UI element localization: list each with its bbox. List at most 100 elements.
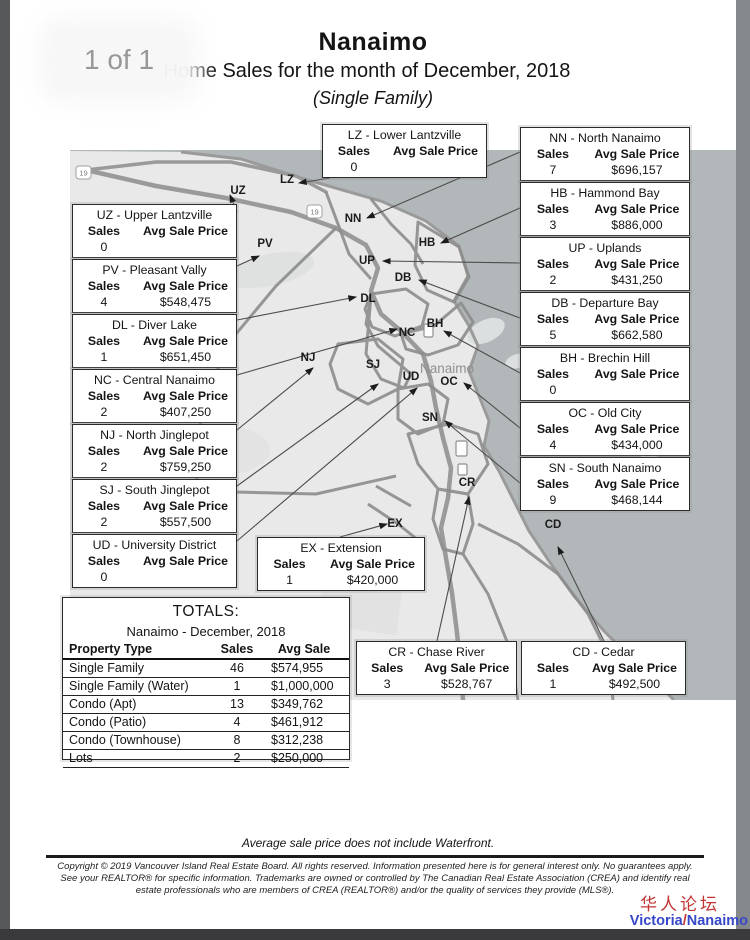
avg-price-header: Avg Sale Price: [594, 147, 680, 161]
sales-value: 2: [549, 273, 557, 287]
region-box-headers: Sales Avg Sale Price: [73, 498, 236, 514]
map-region-label-dl: DL: [360, 293, 375, 305]
region-box-title: UZ - Upper Lantzville: [96, 208, 213, 222]
avg-price-header: Avg Sale Price: [142, 279, 228, 293]
region-box-headers: Sales Avg Sale Price: [521, 201, 689, 217]
map-region-label-lz: LZ: [280, 174, 294, 186]
totals-subtitle: Nanaimo - December, 2018: [126, 624, 286, 639]
watermark-victoria: Victoria: [629, 913, 683, 929]
bottom-edge: [0, 929, 750, 940]
sales-count: 1: [233, 679, 241, 693]
region-box-headers: Sales Avg Sale Price: [521, 256, 689, 272]
sales-header: Sales: [87, 499, 121, 513]
avg-price-value: $492,500: [608, 677, 661, 691]
sales-value: 0: [350, 160, 358, 174]
region-box-headers: Sales Avg Sale Price: [522, 660, 685, 676]
avg-price-value: $431,250: [611, 273, 663, 287]
avg-price-value: $696,157: [611, 163, 663, 177]
map-region-label-pv: PV: [257, 238, 273, 250]
sales-value: 0: [100, 570, 108, 584]
sales-value: 0: [100, 240, 108, 254]
sales-header: Sales: [536, 202, 569, 216]
col-sales: Sales: [220, 642, 254, 656]
map-region-label-db: DB: [395, 272, 412, 284]
totals-row: Lots 2 $250,000: [63, 750, 349, 768]
region-box-ex: EX - Extension Sales Avg Sale Price 1 $420,0…: [257, 537, 425, 591]
avg-price-header: Avg Sale Price: [142, 499, 228, 513]
region-box-values: 5 $662,580: [521, 327, 689, 343]
region-box-bh: BH - Brechin Hill Sales Avg Sale Price 0: [520, 347, 690, 401]
map-region-label-ex: EX: [387, 518, 403, 530]
avg-price-value: $434,000: [611, 438, 663, 452]
avg-price-value: [585, 382, 689, 398]
region-box-headers: Sales Avg Sale Price: [73, 278, 236, 294]
avg-price-value: $407,250: [159, 405, 212, 419]
totals-row: Single Family (Water) 1 $1,000,000: [63, 678, 349, 696]
map-city-label: Nanaimo: [420, 361, 474, 376]
copyright-line: estate professionals who are members of …: [135, 885, 615, 896]
avg-price-header: Avg Sale Price: [330, 557, 416, 571]
avg-price-header: Avg Sale Price: [142, 554, 228, 568]
watermark-chinese: 华人论坛: [640, 895, 720, 914]
region-box-cr: CR - Chase River Sales Avg Sale Price 3 $528…: [356, 641, 517, 695]
region-box-title: NN - North Nanaimo: [549, 131, 661, 145]
map-region-label-cd: CD: [545, 519, 562, 531]
sales-count: 46: [230, 661, 244, 675]
sales-header: Sales: [536, 257, 569, 271]
region-box-uz: UZ - Upper Lantzville Sales Avg Sale Price…: [72, 204, 237, 258]
avg-price-header: Avg Sale Price: [594, 257, 680, 271]
region-box-values: 3 $886,000: [521, 217, 689, 233]
avg-price-value: $759,250: [159, 460, 212, 474]
region-box-values: 0: [323, 159, 486, 175]
sales-value: 7: [549, 163, 557, 177]
region-box-values: 1 $420,000: [258, 572, 424, 588]
avg-price-value: $528,767: [441, 677, 493, 691]
region-box-values: 1 $651,450: [73, 349, 236, 365]
watermark-site: Victoria/Nanaimo: [630, 913, 748, 930]
watermark-nanaimo: Nanaimo: [686, 913, 748, 929]
region-box-title: DL - Diver Lake: [112, 318, 197, 332]
region-box-sn: SN - South Nanaimo Sales Avg Sale Price 9 $4…: [520, 457, 690, 511]
totals-header-row: Property Type Sales Avg Sale: [63, 641, 349, 660]
sales-header: Sales: [337, 144, 371, 158]
sales-value: 4: [549, 438, 557, 452]
region-box-values: 0: [73, 569, 236, 585]
avg-price-header: Avg Sale Price: [594, 312, 680, 326]
page-subtitle: Home Sales for the month of December, 20…: [163, 60, 571, 82]
map-region-label-oc: OC: [440, 376, 457, 388]
sales-header: Sales: [87, 389, 121, 403]
property-type: Condo (Patio): [69, 715, 147, 729]
highway-shield: 19: [75, 165, 92, 180]
region-box-title: SN - South Nanaimo: [548, 461, 662, 475]
left-edge: [0, 0, 10, 940]
map-region-label-sn: SN: [422, 412, 438, 424]
sales-header: Sales: [536, 477, 569, 491]
sales-header: Sales: [536, 661, 570, 675]
region-box-title: UP - Uplands: [568, 241, 642, 255]
region-box-values: 0: [73, 239, 236, 255]
sales-value: 5: [549, 328, 557, 342]
region-box-values: 3 $528,767: [357, 676, 516, 692]
region-box-db: DB - Departure Bay Sales Avg Sale Price 5 $6…: [520, 292, 690, 346]
map-region-label-bh: BH: [427, 318, 444, 330]
connector-arrows: [229, 151, 605, 642]
avg-price-header: Avg Sale Price: [424, 661, 510, 675]
svg-text:19: 19: [310, 208, 318, 217]
page-indicator: 1 of 1: [50, 28, 188, 92]
region-box-values: 4 $548,475: [73, 294, 236, 310]
region-box-values: 1 $492,500: [522, 676, 685, 692]
sales-value: 4: [100, 295, 108, 309]
sales-header: Sales: [87, 279, 121, 293]
region-box-title: NC - Central Nanaimo: [94, 373, 215, 387]
avg-price-value: $548,475: [159, 295, 212, 309]
region-box-up: UP - Uplands Sales Avg Sale Price 2 $431,250: [520, 237, 690, 291]
sales-value: 0: [549, 383, 557, 397]
avg-price-value: $662,580: [611, 328, 663, 342]
sales-value: 1: [549, 677, 557, 691]
footer-divider: [46, 855, 704, 858]
avg-price-value: [135, 239, 236, 255]
sales-value: 3: [549, 218, 557, 232]
totals-row: Condo (Patio) 4 $461,912: [63, 714, 349, 732]
region-box-headers: Sales Avg Sale Price: [521, 311, 689, 327]
col-property-type: Property Type: [69, 642, 153, 656]
